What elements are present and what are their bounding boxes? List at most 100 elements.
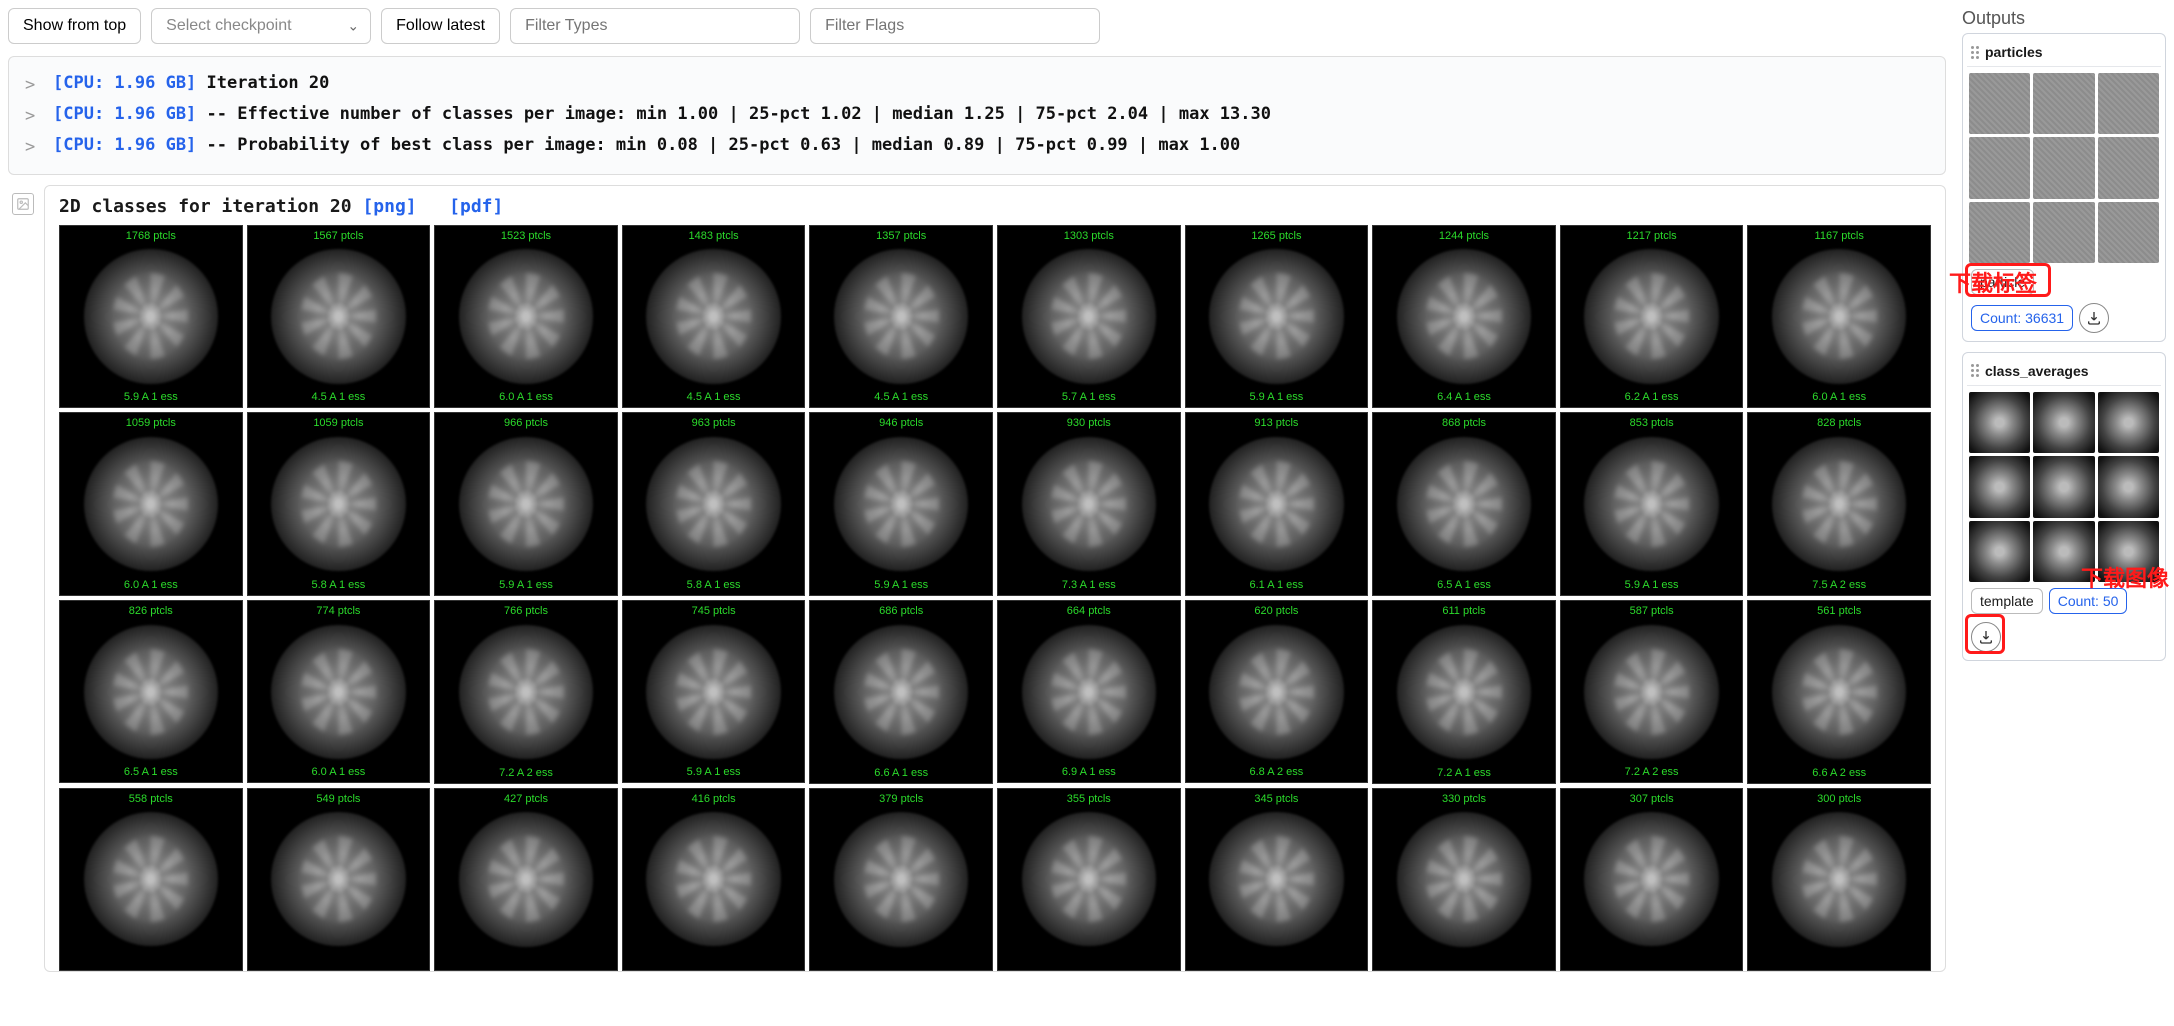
follow-latest-button[interactable]: Follow latest	[381, 8, 500, 44]
class-tile[interactable]: 1523 ptcls6.0 A 1 ess	[434, 225, 618, 409]
class-tile[interactable]: 853 ptcls5.9 A 1 ess	[1560, 412, 1744, 596]
cpu-tag: [CPU: 1.96 GB]	[53, 135, 196, 155]
particle-count-label: 379 ptcls	[810, 793, 992, 805]
particle-thumb[interactable]	[2098, 137, 2159, 198]
class-tile[interactable]: 930 ptcls7.3 A 1 ess	[997, 412, 1181, 596]
class-tile[interactable]: 1059 ptcls5.8 A 1 ess	[247, 412, 431, 596]
download-button[interactable]	[1971, 622, 2001, 652]
class-tile[interactable]: 1217 ptcls6.2 A 1 ess	[1560, 225, 1744, 409]
class-thumb[interactable]	[2098, 456, 2159, 517]
filter-types-input[interactable]	[510, 8, 800, 44]
class-tile[interactable]: 1483 ptcls4.5 A 1 ess	[622, 225, 806, 409]
class-tile[interactable]: 1303 ptcls5.7 A 1 ess	[997, 225, 1181, 409]
filter-flags-input[interactable]	[810, 8, 1100, 44]
class-tile[interactable]: 774 ptcls6.0 A 1 ess	[247, 600, 431, 784]
class-tile[interactable]: 558 ptcls	[59, 788, 243, 972]
resolution-label: 7.2 A 2 ess	[1561, 766, 1743, 778]
particle-count-label: 300 ptcls	[1748, 793, 1930, 805]
resolution-label: 4.5 A 1 ess	[810, 391, 992, 403]
particle-thumb[interactable]	[2033, 137, 2094, 198]
class-tile[interactable]: 686 ptcls6.6 A 1 ess	[809, 600, 993, 784]
checkpoint-select[interactable]: Select checkpoint	[151, 8, 371, 44]
drag-handle-icon[interactable]	[1971, 46, 1979, 59]
particle-thumb[interactable]	[1969, 202, 2030, 263]
resolution-label: 6.5 A 1 ess	[60, 766, 242, 778]
template-type-pill[interactable]: template	[1971, 588, 2043, 614]
class-tile[interactable]: 427 ptcls	[434, 788, 618, 972]
class-tile[interactable]: 963 ptcls5.8 A 1 ess	[622, 412, 806, 596]
drag-handle-icon[interactable]	[1971, 364, 1979, 377]
class-tile[interactable]: 913 ptcls6.1 A 1 ess	[1185, 412, 1369, 596]
particle-type-pill[interactable]: particle	[1971, 269, 2034, 295]
class-tile[interactable]: 549 ptcls	[247, 788, 431, 972]
particle-thumb[interactable]	[2033, 73, 2094, 134]
class-tile[interactable]: 330 ptcls	[1372, 788, 1556, 972]
class-thumb[interactable]	[2033, 521, 2094, 582]
class-tile[interactable]: 345 ptcls	[1185, 788, 1369, 972]
class-image	[1186, 789, 1368, 971]
class-tile[interactable]: 1357 ptcls4.5 A 1 ess	[809, 225, 993, 409]
class-image	[623, 789, 805, 971]
particle-count-label: 587 ptcls	[1561, 605, 1743, 617]
particle-thumb[interactable]	[1969, 73, 2030, 134]
class-thumb[interactable]	[1969, 456, 2030, 517]
png-link[interactable]: [png]	[362, 196, 416, 217]
particle-count-label: 868 ptcls	[1373, 417, 1555, 429]
particles-count-badge: Count: 36631	[1971, 305, 2073, 331]
class-tile[interactable]: 766 ptcls7.2 A 2 ess	[434, 600, 618, 784]
class-image	[435, 413, 617, 595]
class-image	[60, 413, 242, 595]
class-thumb[interactable]	[2098, 521, 2159, 582]
class-tile[interactable]: 1059 ptcls6.0 A 1 ess	[59, 412, 243, 596]
class-tile[interactable]: 1265 ptcls5.9 A 1 ess	[1185, 225, 1369, 409]
class-tile[interactable]: 300 ptcls	[1747, 788, 1931, 972]
class-tile[interactable]: 379 ptcls	[809, 788, 993, 972]
cpu-tag: [CPU: 1.96 GB]	[53, 73, 196, 93]
pdf-link[interactable]: [pdf]	[449, 196, 503, 217]
particle-thumb[interactable]	[1969, 137, 2030, 198]
class-thumb[interactable]	[2033, 392, 2094, 453]
class-tile[interactable]: 587 ptcls 7.2 A 2 ess	[1560, 600, 1744, 784]
class-tile[interactable]: 1768 ptcls5.9 A 1 ess	[59, 225, 243, 409]
class-tile[interactable]: 828 ptcls7.5 A 2 ess	[1747, 412, 1931, 596]
class-tile[interactable]: 620 ptcls6.8 A 2 ess	[1185, 600, 1369, 784]
class-tile[interactable]: 1567 ptcls4.5 A 1 ess	[247, 225, 431, 409]
class-tile[interactable]: 745 ptcls5.9 A 1 ess	[622, 600, 806, 784]
class-tile[interactable]: 561 ptcls6.6 A 2 ess	[1747, 600, 1931, 784]
class-tile[interactable]: 416 ptcls	[622, 788, 806, 972]
class-tile[interactable]: 946 ptcls5.9 A 1 ess	[809, 412, 993, 596]
class-tile[interactable]: 307 ptcls	[1560, 788, 1744, 972]
show-from-top-button[interactable]: Show from top	[8, 8, 141, 44]
particle-count-label: 1768 ptcls	[60, 230, 242, 242]
expand-toggle[interactable]: >	[25, 131, 53, 162]
particle-count-label: 664 ptcls	[998, 605, 1180, 617]
particle-count-label: 1244 ptcls	[1373, 230, 1555, 242]
resolution-label: 6.0 A 1 ess	[60, 579, 242, 591]
particle-thumb[interactable]	[2098, 202, 2159, 263]
class-tile[interactable]: 355 ptcls	[997, 788, 1181, 972]
classes-title: 2D classes for iteration 20 [png] [pdf]	[59, 196, 1931, 217]
expand-toggle[interactable]: >	[25, 69, 53, 100]
particle-thumb[interactable]	[2098, 73, 2159, 134]
class-image	[623, 226, 805, 408]
class-thumb[interactable]	[1969, 392, 2030, 453]
class-thumb[interactable]	[2098, 392, 2159, 453]
class-image	[1561, 789, 1743, 971]
class-image	[623, 413, 805, 595]
class-thumb[interactable]	[1969, 521, 2030, 582]
expand-toggle[interactable]: >	[25, 100, 53, 131]
class-tile[interactable]: 966 ptcls5.9 A 1 ess	[434, 412, 618, 596]
class-thumb[interactable]	[2033, 456, 2094, 517]
class-tile[interactable]: 611 ptcls7.2 A 1 ess	[1372, 600, 1556, 784]
class-tile[interactable]: 868 ptcls 6.5 A 1 ess	[1372, 412, 1556, 596]
resolution-label: 6.5 A 1 ess	[1373, 579, 1555, 591]
class-tile[interactable]: 1167 ptcls6.0 A 1 ess	[1747, 225, 1931, 409]
class-tile[interactable]: 1244 ptcls6.4 A 1 ess	[1372, 225, 1556, 409]
class-tile[interactable]: 826 ptcls6.5 A 1 ess	[59, 600, 243, 784]
particle-count-label: 766 ptcls	[435, 605, 617, 617]
resolution-label: 6.0 A 1 ess	[435, 391, 617, 403]
class-grid: 1768 ptcls5.9 A 1 ess1567 ptcls4.5 A 1 e…	[59, 225, 1931, 971]
download-button[interactable]	[2079, 303, 2109, 333]
particle-thumb[interactable]	[2033, 202, 2094, 263]
class-tile[interactable]: 664 ptcls6.9 A 1 ess	[997, 600, 1181, 784]
